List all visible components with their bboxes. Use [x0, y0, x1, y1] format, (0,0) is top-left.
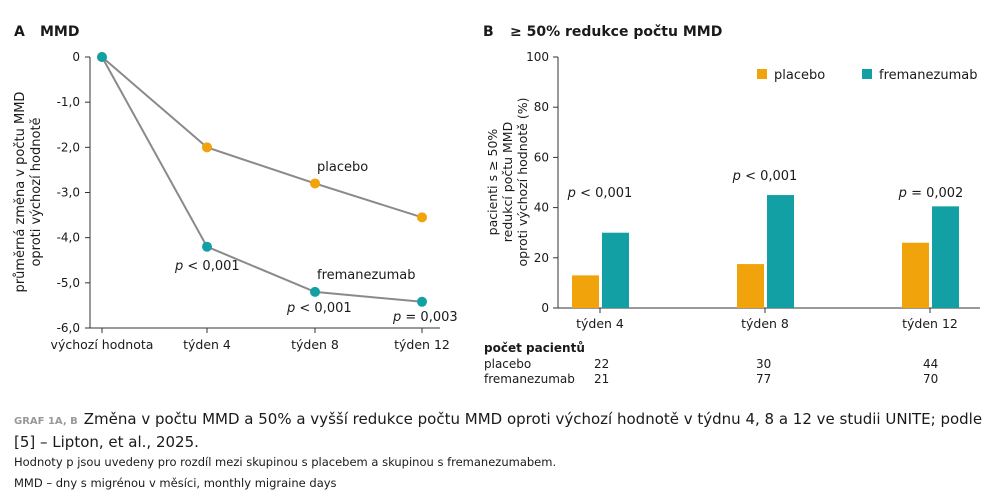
panel-label: B: [483, 24, 494, 40]
x-tick-label: týden 4: [183, 337, 231, 352]
data-point-placebo: [310, 178, 320, 189]
series-label-placebo: placebo: [317, 160, 368, 175]
patients-value: 44: [923, 357, 939, 371]
legend-swatch-placebo: [757, 69, 767, 79]
y-tick-label: 60: [534, 150, 549, 164]
x-tick-label: týden 12: [394, 337, 450, 352]
chart-title: ≥ 50% redukce počtu MMD: [510, 24, 722, 40]
bar-placebo: [902, 242, 929, 308]
caption-title: GRAF 1A, B Změna v počtu MMD a 50% a vyšš…: [14, 409, 989, 453]
data-point-placebo: [202, 142, 212, 153]
y-axis-label: průměrná změna v počtu MMDoproti výchozí…: [13, 92, 44, 293]
p-value-annotation: p < 0,001: [286, 301, 352, 316]
y-tick-label: -5,0: [57, 276, 80, 290]
p-value-annotation: p < 0,001: [567, 186, 633, 201]
caption-label: GRAF 1A, B: [14, 416, 78, 427]
legend-label-placebo: placebo: [774, 68, 825, 83]
y-tick-label: 40: [534, 201, 549, 215]
panel-label: A: [14, 24, 25, 40]
patients-row-label: fremanezumab: [484, 372, 575, 386]
p-value-annotation: p < 0,001: [174, 259, 240, 274]
data-point-fremanezumab: [97, 52, 107, 62]
bar-placebo: [572, 275, 599, 308]
data-point-placebo: [417, 212, 427, 223]
y-tick-label: 80: [534, 100, 549, 114]
data-point-fremanezumab: [202, 241, 212, 252]
bar-placebo: [737, 264, 764, 308]
legend-label-fremanezumab: fremanezumab: [879, 68, 977, 83]
y-tick-label: 100: [526, 50, 549, 64]
x-tick-label: výchozí hodnota: [51, 337, 154, 352]
series-line-fremanezumab: [101, 56, 423, 303]
x-tick-label: týden 4: [576, 316, 624, 331]
caption-text: Změna v počtu MMD a 50% a vyšší redukce …: [14, 410, 983, 451]
patients-value: 77: [756, 372, 772, 386]
x-tick-label: týden 12: [902, 316, 958, 331]
patients-title: počet pacientů: [484, 341, 585, 355]
y-tick-label: -6,0: [57, 321, 80, 335]
patients-value: 21: [594, 372, 610, 386]
y-tick-label: -2,0: [57, 140, 80, 154]
patients-value: 22: [594, 357, 610, 371]
series-label-fremanezumab: fremanezumab: [317, 268, 415, 283]
caption-abbr: MMD – dny s migrénou v měsíci, monthly m…: [14, 476, 337, 490]
caption-note: Hodnoty p jsou uvedeny pro rozdíl mezi s…: [14, 455, 557, 469]
patients-row-label: placebo: [484, 357, 532, 371]
data-point-fremanezumab: [417, 296, 427, 307]
series-line-placebo: [101, 56, 423, 219]
x-tick-label: týden 8: [741, 316, 789, 331]
bar-fremanezumab: [767, 195, 794, 308]
patients-value: 70: [923, 372, 939, 386]
y-axis-label: pacienti s ≥ 50%redukcí počtu MMDoproti …: [485, 98, 530, 267]
chart-title: MMD: [40, 24, 79, 40]
y-tick-label: -4,0: [57, 231, 80, 245]
x-tick-label: týden 8: [291, 337, 339, 352]
data-point-fremanezumab: [310, 286, 320, 297]
charts: A MMD 0 -1,0 -2,0 -3,0 -4,0 -5,0 -6,0 výchozí hod…: [13, 24, 980, 352]
p-value-annotation: p = 0,002: [898, 186, 964, 201]
patients-value: 30: [756, 357, 772, 371]
bar-fremanezumab: [932, 206, 959, 308]
y-tick-label: 0: [541, 301, 549, 315]
y-tick-label: -1,0: [57, 95, 80, 109]
y-tick-label: 0: [72, 50, 80, 64]
p-value-annotation: p = 0,003: [392, 310, 458, 325]
legend-swatch-fremanezumab: [862, 69, 872, 79]
y-tick-label: 20: [534, 251, 549, 265]
p-value-annotation: p < 0,001: [732, 169, 798, 184]
bar-fremanezumab: [602, 232, 629, 308]
y-tick-label: -3,0: [57, 186, 80, 200]
